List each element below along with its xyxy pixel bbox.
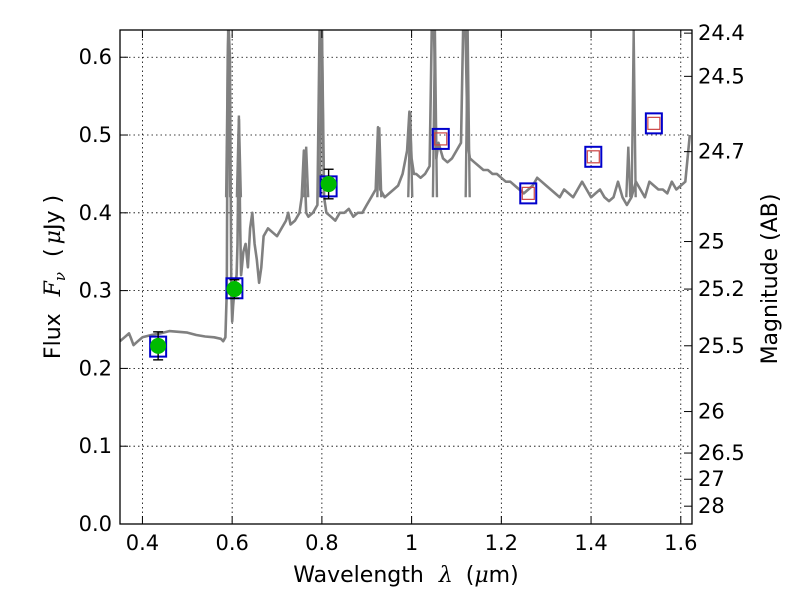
spectrum-spike	[235, 115, 243, 198]
y-tick-label: 0.4	[79, 201, 112, 225]
y-axis-title-subscript: ν	[51, 272, 69, 281]
x-tick-label: 1.6	[664, 531, 697, 555]
x-tick-label: 0.6	[215, 531, 248, 555]
upper-limit-marker	[647, 116, 661, 130]
model-flux-box	[584, 145, 603, 168]
y-tick-label: 0.0	[79, 512, 112, 536]
x-tick-label: 0.4	[126, 531, 159, 555]
y2-tick-label: 26.5	[698, 441, 745, 465]
x-axis-title: Wavelength λ (μm)	[293, 563, 518, 588]
observed-flux-point	[226, 281, 243, 298]
ticks-layer	[120, 30, 692, 525]
spectrum-spike	[376, 127, 383, 198]
y-tick-label: 0.1	[79, 434, 112, 458]
y2-tick-label: 25.5	[698, 334, 745, 358]
y2-axis-title: Magnitude (AB)	[758, 194, 783, 365]
y-axis-title-symbol: F	[41, 280, 66, 297]
model-flux-box	[519, 182, 538, 205]
spectrum-spike	[318, 30, 326, 198]
y2-tick-label: 28	[698, 494, 725, 518]
observed-flux-point	[150, 337, 167, 354]
y-axis-title-unit-mu: μ	[41, 230, 66, 244]
upper-limit-marker	[434, 132, 448, 146]
y-axis-title: Flux Fν ( μJy )	[41, 195, 71, 359]
spectrum-layer	[120, 30, 692, 347]
y-axis-title-unit-rest: Jy )	[41, 195, 66, 232]
spectrum-spike	[224, 30, 232, 198]
y2-tick-label: 25	[698, 230, 725, 254]
spectrum-spike	[302, 146, 310, 198]
x-axis-title-unit-open: (	[466, 563, 475, 588]
plot-frame	[119, 29, 693, 525]
x-axis-title-symbol: λ	[438, 563, 453, 588]
y2-tick-label: 26	[698, 400, 725, 424]
upper-limit-marker	[586, 150, 600, 164]
x-axis-title-unit-rest: m)	[489, 563, 519, 588]
spectrum-spike	[630, 30, 637, 198]
x-axis-title-prefix: Wavelength	[293, 563, 424, 588]
observed-flux-point	[320, 176, 337, 193]
y-tick-label: 0.3	[79, 279, 112, 303]
y2-tick-label: 24.7	[698, 140, 745, 164]
x-tick-label: 1.4	[574, 531, 607, 555]
x-tick-label: 1.2	[485, 531, 518, 555]
y-axis-title-prefix: Flux	[41, 313, 66, 359]
y-tick-label: 0.6	[79, 45, 112, 69]
spectrum-spike	[464, 30, 471, 198]
y-tick-label: 0.5	[79, 123, 112, 147]
x-tick-label: 0.8	[305, 531, 338, 555]
y2-tick-label: 27	[698, 467, 725, 491]
x-tick-label: 1	[405, 531, 418, 555]
y-tick-label: 0.2	[79, 356, 112, 380]
tick-labels-layer: 0.4 0.6 0.8 1 1.2 1.4 1.6 0.0 0.1 0.2 0.3 0.4 0.5 0.6…	[79, 21, 745, 555]
y2-tick-label: 24.5	[698, 64, 745, 88]
y2-tick-label: 24.4	[698, 21, 745, 45]
upper-limit-marker	[521, 186, 535, 200]
spectrum-spike	[625, 146, 632, 198]
spectrum-spike	[407, 111, 414, 198]
spectrum-line	[120, 30, 692, 347]
model-flux-box	[431, 127, 450, 150]
y-axis-title-unit-open: (	[41, 248, 66, 257]
y2-tick-label: 25.2	[698, 277, 745, 301]
x-axis-title-unit-mu: μ	[474, 563, 488, 588]
markers-layer	[149, 112, 663, 361]
gridlines	[120, 30, 692, 525]
spectrum-spike	[431, 30, 439, 198]
model-flux-box	[644, 112, 663, 135]
